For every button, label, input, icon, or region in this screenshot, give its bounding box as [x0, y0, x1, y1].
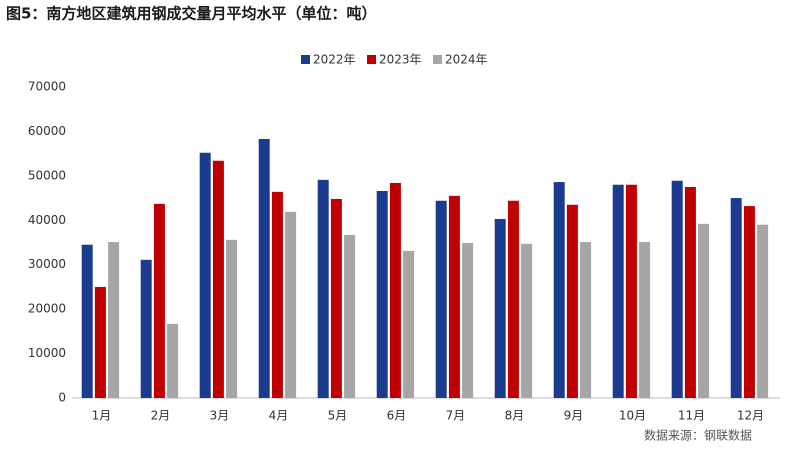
x-tick-label: 7月	[446, 409, 466, 423]
bar	[226, 239, 238, 398]
legend-swatch	[367, 55, 376, 64]
bar	[521, 243, 533, 398]
bar	[507, 200, 519, 398]
bar	[435, 200, 447, 398]
x-tick-label: 9月	[564, 409, 584, 423]
legend-swatch	[301, 55, 310, 64]
bar	[81, 244, 93, 398]
bar	[403, 250, 415, 398]
bar	[612, 184, 624, 398]
y-tick-label: 60000	[28, 124, 66, 138]
bar	[639, 242, 651, 398]
chart-title: 图5：南方地区建筑用钢成交量月平均水平（单位：吨）	[6, 5, 376, 23]
y-tick-label: 20000	[28, 302, 66, 316]
y-tick-label: 40000	[28, 213, 66, 227]
bar	[330, 198, 342, 398]
bar	[212, 160, 224, 398]
bar	[153, 203, 165, 398]
y-tick-label: 50000	[28, 168, 66, 182]
x-tick-label: 10月	[619, 409, 646, 423]
bar	[376, 190, 388, 398]
bar	[566, 204, 578, 398]
y-tick-label: 30000	[28, 257, 66, 271]
x-tick-label: 5月	[328, 409, 348, 423]
bar	[94, 286, 106, 398]
x-tick-label: 12月	[737, 409, 764, 423]
bar	[389, 182, 401, 398]
x-tick-label: 11月	[678, 409, 705, 423]
bar	[258, 138, 270, 398]
bar	[494, 218, 506, 398]
x-tick-label: 4月	[269, 409, 289, 423]
bar	[743, 206, 755, 398]
legend-label: 2024年	[445, 53, 488, 67]
bar	[671, 180, 683, 398]
bar	[199, 152, 211, 398]
bar	[167, 323, 179, 398]
legend-label: 2023年	[379, 53, 422, 67]
bar	[108, 242, 120, 398]
bar	[553, 182, 565, 398]
x-tick-label: 8月	[505, 409, 525, 423]
x-tick-label: 2月	[151, 409, 171, 423]
bar	[271, 191, 283, 398]
y-tick-label: 0	[58, 391, 66, 405]
x-tick-label: 6月	[387, 409, 407, 423]
bar	[285, 211, 297, 398]
x-tick-label: 1月	[92, 409, 112, 423]
legend-label: 2022年	[313, 53, 356, 67]
bar	[684, 186, 696, 398]
bar	[344, 234, 356, 398]
bar	[462, 242, 474, 398]
bar	[625, 184, 637, 398]
x-tick-label: 3月	[210, 409, 230, 423]
bar	[757, 224, 769, 398]
bar	[140, 259, 152, 398]
bar	[580, 242, 592, 398]
bar	[698, 223, 710, 398]
bar	[448, 195, 460, 398]
y-tick-label: 70000	[28, 80, 66, 94]
source-note: 数据来源：钢联数据	[644, 428, 752, 443]
y-tick-label: 10000	[28, 346, 66, 360]
legend-swatch	[433, 55, 442, 64]
bar	[730, 198, 742, 398]
bar	[317, 179, 329, 398]
